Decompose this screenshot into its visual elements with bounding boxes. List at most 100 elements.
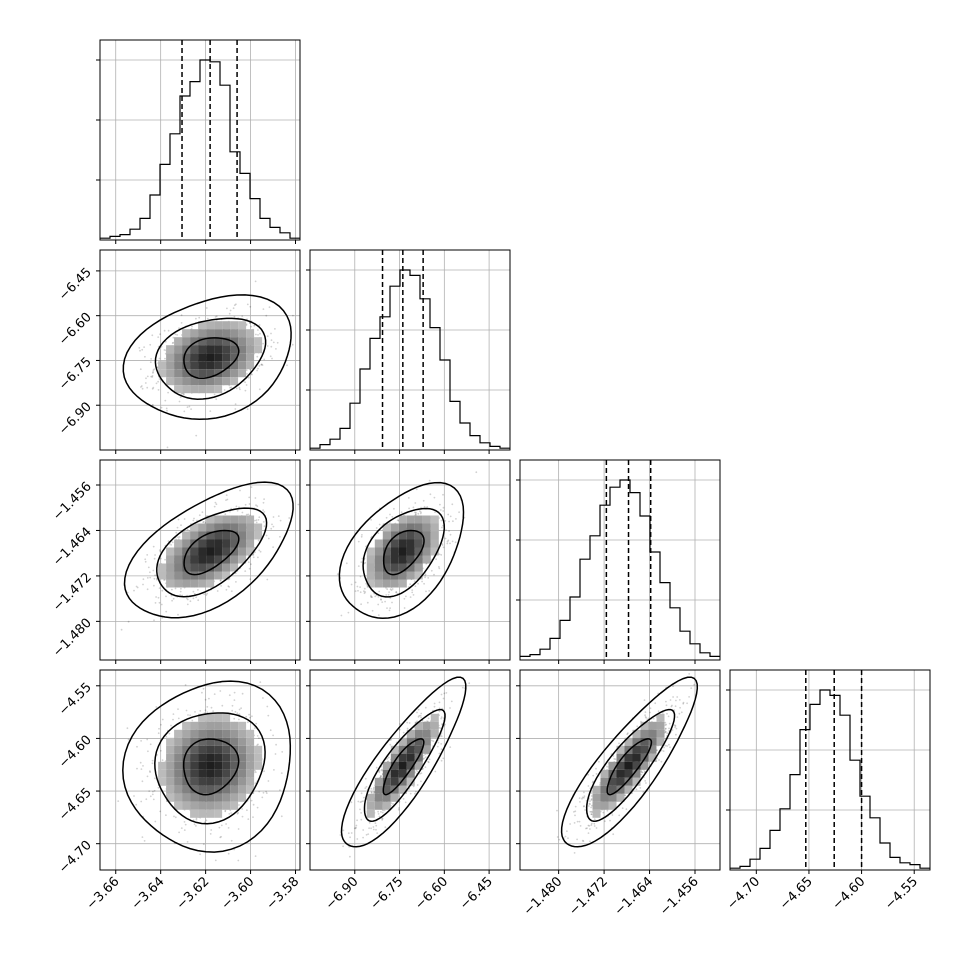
- scatter-point: [378, 596, 380, 598]
- scatter-point: [263, 502, 265, 504]
- scatter-point: [208, 698, 210, 700]
- density-block: [174, 778, 182, 786]
- scatter-point: [346, 562, 348, 564]
- scatter-point: [154, 578, 156, 580]
- scatter-point: [180, 524, 182, 526]
- scatter-point: [187, 599, 189, 601]
- density-block: [158, 770, 166, 778]
- scatter-point: [263, 308, 265, 310]
- scatter-point: [141, 349, 143, 351]
- scatter-point: [420, 713, 422, 715]
- scatter-point: [224, 513, 226, 515]
- scatter-point: [418, 716, 420, 718]
- density-block: [222, 532, 230, 540]
- scatter-point: [455, 518, 457, 520]
- density-block: [238, 722, 246, 730]
- scatter-point: [360, 561, 362, 563]
- density-block: [190, 572, 198, 580]
- scatter-point: [245, 504, 247, 506]
- density-block: [198, 762, 206, 770]
- density-block: [214, 714, 222, 722]
- scatter-point: [140, 740, 142, 742]
- density-block: [206, 548, 214, 556]
- scatter-point: [423, 500, 425, 502]
- scatter-point: [410, 793, 412, 795]
- scatter-point: [425, 591, 427, 593]
- scatter-point: [388, 591, 390, 593]
- scatter-point: [378, 813, 380, 815]
- scatter-point: [438, 742, 440, 744]
- scatter-point: [450, 534, 452, 536]
- density-block: [174, 564, 182, 572]
- scatter-point: [143, 578, 145, 580]
- scatter-point: [142, 388, 144, 390]
- scatter-point: [165, 611, 167, 613]
- scatter-point: [224, 389, 226, 391]
- density-block: [182, 730, 190, 738]
- density-block: [190, 385, 198, 393]
- scatter-point: [440, 509, 442, 511]
- scatter-point: [159, 333, 161, 335]
- scatter-point: [380, 775, 382, 777]
- scatter-point: [177, 536, 179, 538]
- density-block: [367, 572, 375, 580]
- density-block: [174, 361, 182, 369]
- scatter-point: [226, 308, 228, 310]
- density-block: [375, 580, 383, 588]
- scatter-point: [214, 506, 216, 508]
- scatter-point: [364, 787, 366, 789]
- scatter-point: [434, 511, 436, 513]
- scatter-point: [142, 836, 144, 838]
- scatter-point: [236, 388, 238, 390]
- density-block: [214, 345, 222, 353]
- scatter-point: [249, 717, 251, 719]
- scatter-point: [382, 812, 384, 814]
- scatter-point: [256, 519, 258, 521]
- scatter-point: [388, 757, 390, 759]
- density-block: [206, 524, 214, 532]
- scatter-point: [371, 791, 373, 793]
- scatter-point: [440, 718, 442, 720]
- density-block: [198, 802, 206, 810]
- scatter-point: [136, 586, 138, 588]
- density-block: [383, 580, 391, 588]
- scatter-point: [246, 373, 248, 375]
- density-block: [198, 369, 206, 377]
- scatter-point: [159, 358, 161, 360]
- density-block: [174, 556, 182, 564]
- scatter-point: [370, 827, 372, 829]
- density-block: [214, 353, 222, 361]
- scatter-point: [179, 594, 181, 596]
- density-block: [238, 548, 246, 556]
- density-block: [230, 802, 238, 810]
- scatter-point: [275, 744, 277, 746]
- scatter-point: [266, 579, 268, 581]
- scatter-point: [418, 709, 420, 711]
- density-block: [166, 762, 174, 770]
- scatter-point: [162, 759, 164, 761]
- scatter-point: [398, 807, 400, 809]
- scatter-point: [237, 860, 239, 862]
- scatter-point: [236, 712, 238, 714]
- scatter-point: [147, 750, 149, 752]
- density-block: [214, 385, 222, 393]
- density-block: [206, 746, 214, 754]
- scatter-point: [202, 511, 204, 513]
- scatter-point: [275, 753, 277, 755]
- scatter-point: [140, 368, 142, 370]
- scatter-point: [198, 317, 200, 319]
- density-block: [222, 794, 230, 802]
- scatter-point: [449, 707, 451, 709]
- scatter-point: [384, 826, 386, 828]
- scatter-point: [462, 687, 464, 689]
- scatter-point: [248, 561, 250, 563]
- density-block: [206, 762, 214, 770]
- scatter-point: [475, 471, 477, 473]
- scatter-point: [420, 715, 422, 717]
- scatter-point: [235, 581, 237, 583]
- density-block: [166, 377, 174, 385]
- density-block: [238, 361, 246, 369]
- scatter-point: [238, 804, 240, 806]
- density-block: [206, 730, 214, 738]
- density-block: [198, 810, 206, 818]
